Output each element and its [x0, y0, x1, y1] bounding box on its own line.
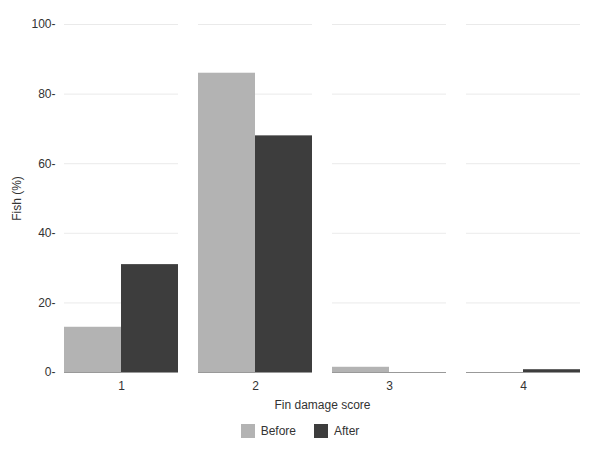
svg-text:100-: 100- [31, 17, 55, 31]
svg-text:3: 3 [386, 379, 393, 393]
svg-text:Fin damage score: Fin damage score [274, 398, 370, 412]
html-text:After: After [334, 424, 360, 438]
svg-text:1: 1 [118, 379, 125, 393]
svg-text:80-: 80- [38, 87, 55, 101]
svg-text:4: 4 [520, 379, 527, 393]
svg-text:Fish (%): Fish (%) [10, 176, 24, 221]
svg-text:40-: 40- [38, 226, 55, 240]
svg-text:20-: 20- [38, 296, 55, 310]
html-text:Before: Before [260, 424, 296, 438]
svg-text:0-: 0- [45, 365, 56, 379]
svg-text:2: 2 [252, 379, 259, 393]
svg-text:60-: 60- [38, 157, 55, 171]
